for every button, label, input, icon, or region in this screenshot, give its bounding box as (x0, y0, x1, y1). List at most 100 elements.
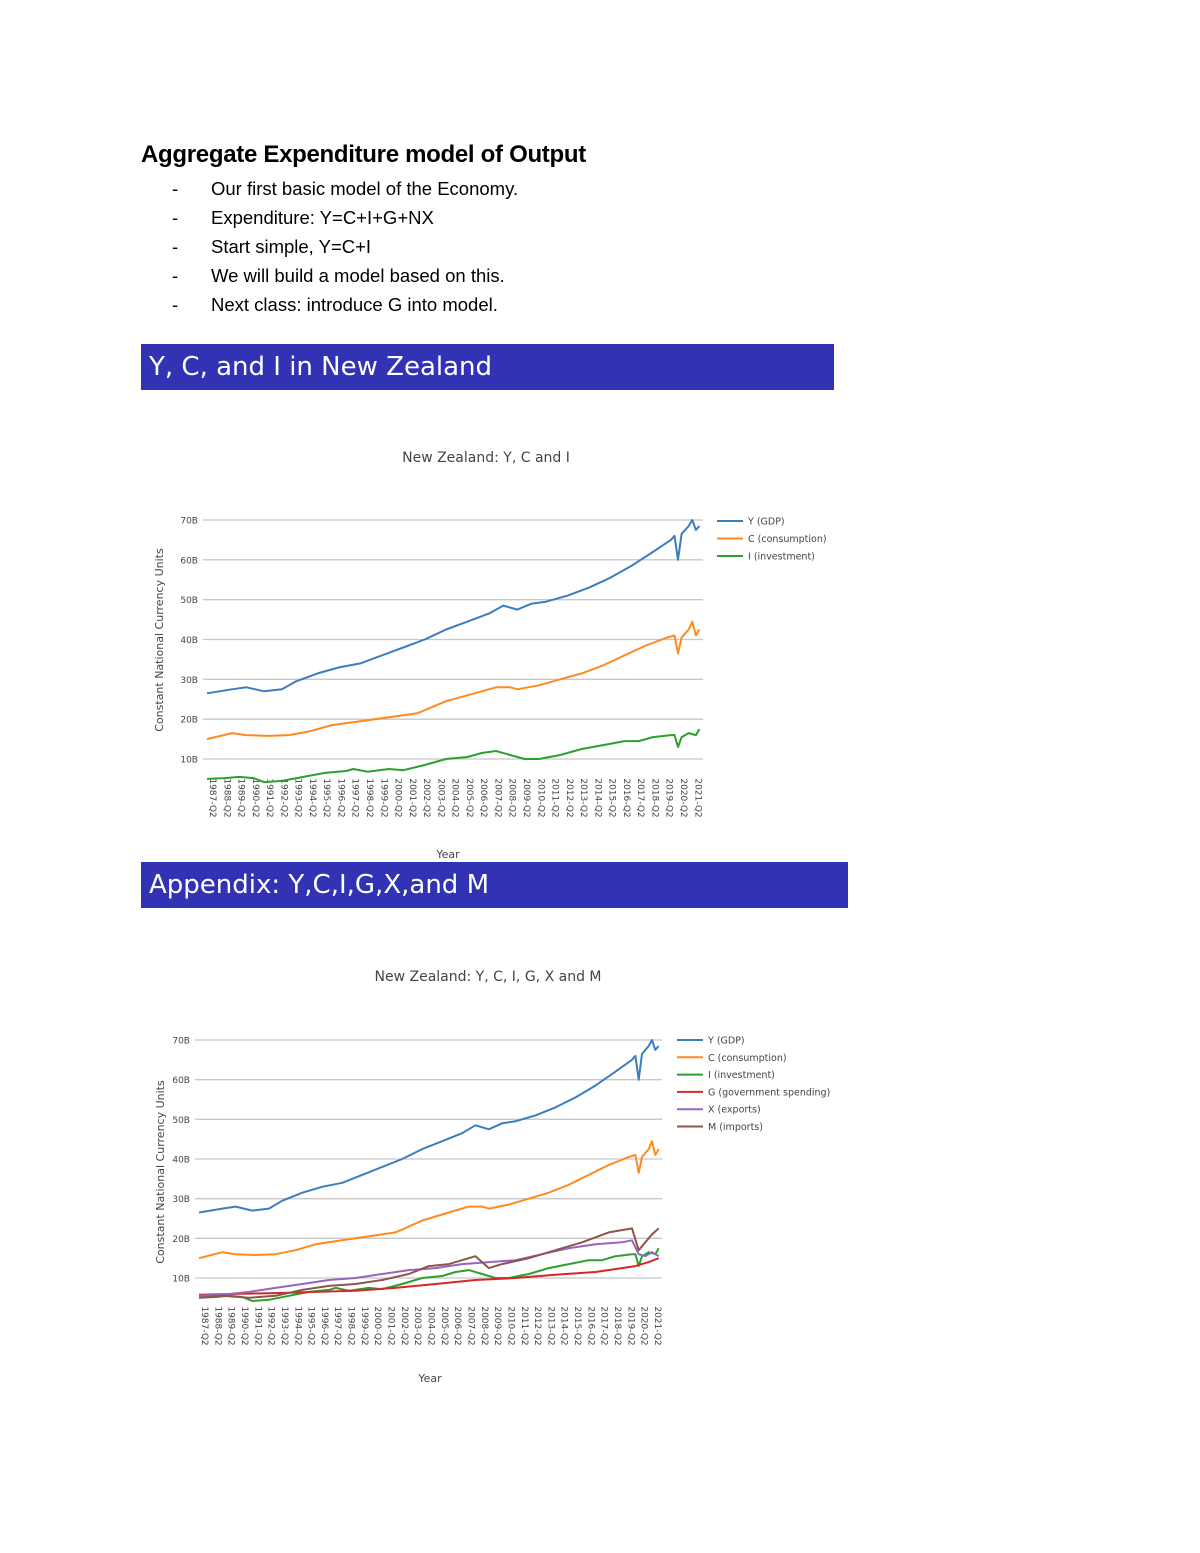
x-tick-label: 1991-Q2 (252, 1306, 262, 1345)
x-tick-label: 2020-Q2 (639, 1306, 649, 1345)
x-axis-label: Year (417, 1372, 442, 1385)
x-tick-label: 2015-Q2 (607, 778, 617, 817)
x-tick-label: 2018-Q2 (612, 1306, 622, 1345)
bullet-text: Next class: introduce G into model. (211, 294, 498, 315)
x-tick-label: 1989-Q2 (226, 1306, 236, 1345)
x-tick-label: 1998-Q2 (346, 1306, 356, 1345)
bullet-item: - Expenditure: Y=C+I+G+NX (172, 203, 518, 232)
y-tick-label: 60B (172, 1076, 190, 1086)
x-tick-label: 2006-Q2 (478, 778, 488, 817)
x-tick-label: 2001-Q2 (407, 778, 417, 817)
y-tick-label: 40B (172, 1156, 190, 1166)
bullet-marker: - (172, 236, 179, 257)
y-tick-label: 40B (180, 636, 198, 646)
x-tick-label: 2017-Q2 (599, 1306, 609, 1345)
section-banner-yci: Y, C, and I in New Zealand (141, 344, 834, 390)
y-tick-label: 60B (180, 556, 198, 566)
x-tick-label: 2007-Q2 (465, 1306, 475, 1345)
x-axis-label: Year (435, 848, 460, 861)
x-tick-label: 2017-Q2 (635, 778, 645, 817)
x-tick-label: 2009-Q2 (521, 778, 531, 817)
x-tick-label: 2016-Q2 (585, 1306, 595, 1345)
x-tick-label: 2004-Q2 (450, 778, 460, 817)
x-tick-label: 2015-Q2 (572, 1306, 582, 1345)
x-tick-label: 1993-Q2 (293, 778, 303, 817)
x-tick-label: 2005-Q2 (464, 778, 474, 817)
legend-label-i: I (investment) (708, 1070, 775, 1081)
x-tick-label: 2000-Q2 (393, 778, 403, 817)
document-title: Aggregate Expenditure model of Output (141, 141, 586, 168)
x-tick-label: 1991-Q2 (264, 778, 274, 817)
x-tick-label: 2019-Q2 (664, 778, 674, 817)
y-tick-label: 30B (180, 676, 198, 686)
bullet-marker: - (172, 178, 179, 199)
x-tick-label: 2021-Q2 (692, 778, 702, 817)
bullet-text: Our first basic model of the Economy. (211, 178, 519, 199)
x-tick-label: 2021-Q2 (652, 1306, 662, 1345)
x-tick-label: 1994-Q2 (307, 778, 317, 817)
x-tick-label: 1993-Q2 (279, 1306, 289, 1345)
x-tick-label: 1987-Q2 (199, 1306, 209, 1345)
series-line-c (206, 620, 701, 741)
bullet-marker: - (172, 265, 179, 286)
x-tick-label: 2007-Q2 (492, 778, 502, 817)
x-tick-label: 1988-Q2 (212, 1306, 222, 1345)
series-line-c (198, 1140, 660, 1260)
legend-label-x: X (exports) (708, 1105, 761, 1116)
x-tick-label: 2009-Q2 (492, 1306, 502, 1345)
x-tick-label: 1992-Q2 (266, 1306, 276, 1345)
x-tick-label: 2010-Q2 (535, 778, 545, 817)
bullet-marker: - (172, 294, 179, 315)
bullet-text: We will build a model based on this. (211, 265, 505, 286)
x-tick-label: 2013-Q2 (545, 1306, 555, 1345)
x-tick-label: 2003-Q2 (412, 1306, 422, 1345)
legend-label-c: C (consumption) (708, 1053, 787, 1064)
bullet-marker: - (172, 207, 179, 228)
legend-label-c: C (consumption) (748, 534, 827, 545)
y-tick-label: 20B (180, 716, 198, 726)
x-tick-label: 2002-Q2 (399, 1306, 409, 1345)
bullet-item: - We will build a model based on this. (172, 261, 518, 290)
x-tick-label: 1988-Q2 (221, 778, 231, 817)
x-tick-label: 1994-Q2 (292, 1306, 302, 1345)
x-tick-label: 2003-Q2 (435, 778, 445, 817)
y-axis-label: Constant National Currency Units (154, 1080, 167, 1264)
y-axis-label: Constant National Currency Units (153, 548, 166, 732)
x-tick-label: 1990-Q2 (239, 1306, 249, 1345)
series-line-x (198, 1239, 660, 1297)
x-tick-label: 2019-Q2 (625, 1306, 635, 1345)
y-tick-label: 30B (172, 1195, 190, 1205)
series-line-i (206, 728, 701, 784)
section-banner-appendix: Appendix: Y,C,I,G,X,and M (141, 862, 848, 908)
x-tick-label: 1998-Q2 (364, 778, 374, 817)
x-tick-label: 1999-Q2 (378, 778, 388, 817)
legend-label-g: G (government spending) (708, 1087, 830, 1098)
chart-title: New Zealand: Y, C and I (402, 450, 570, 466)
x-tick-label: 1995-Q2 (306, 1306, 316, 1345)
bullet-item: - Start simple, Y=C+I (172, 232, 518, 261)
x-tick-label: 1997-Q2 (350, 778, 360, 817)
x-tick-label: 1989-Q2 (236, 778, 246, 817)
x-tick-label: 2016-Q2 (621, 778, 631, 817)
x-tick-label: 2010-Q2 (505, 1306, 515, 1345)
bullet-text: Expenditure: Y=C+I+G+NX (211, 207, 434, 228)
y-tick-label: 50B (180, 596, 198, 606)
y-tick-label: 10B (180, 756, 198, 766)
x-tick-label: 2011-Q2 (550, 778, 560, 817)
legend-label-m: M (imports) (708, 1122, 763, 1133)
x-tick-label: 2008-Q2 (507, 778, 517, 817)
y-tick-label: 20B (172, 1235, 190, 1245)
legend-label-y: Y (GDP) (707, 1036, 745, 1047)
legend-label-i: I (investment) (748, 552, 815, 563)
x-tick-label: 2002-Q2 (421, 778, 431, 817)
series-line-y (198, 1039, 660, 1214)
legend-label-y: Y (GDP) (747, 517, 785, 528)
series-line-y (206, 519, 701, 695)
x-tick-label: 1992-Q2 (278, 778, 288, 817)
x-tick-label: 1999-Q2 (359, 1306, 369, 1345)
x-tick-label: 2012-Q2 (564, 778, 574, 817)
y-tick-label: 50B (172, 1116, 190, 1126)
y-tick-label: 70B (180, 517, 198, 527)
